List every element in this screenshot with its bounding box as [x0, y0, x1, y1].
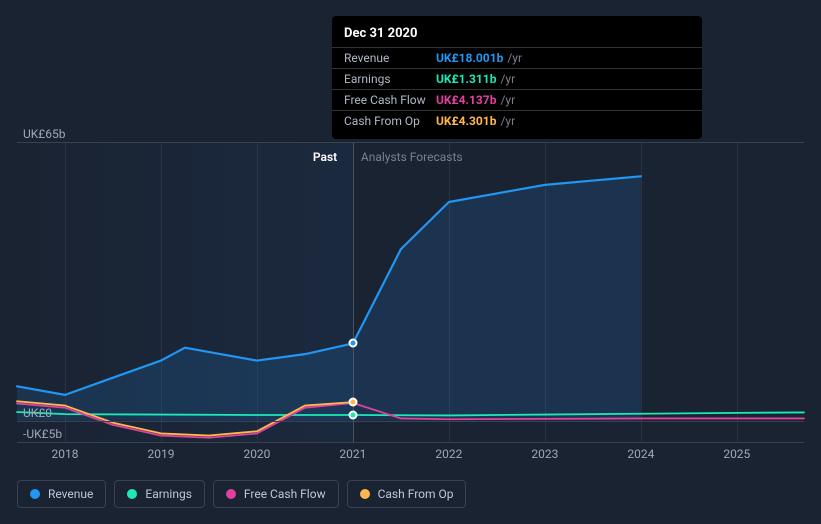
- x-axis-label: 2023: [531, 447, 558, 461]
- tooltip-date: Dec 31 2020: [332, 24, 702, 47]
- series-fill: [17, 176, 641, 420]
- legend-dot-icon: [30, 489, 40, 499]
- tooltip-row-value: UK£1.311b: [436, 72, 496, 86]
- y-axis-label: UK£65b: [23, 127, 66, 141]
- series-marker: [348, 339, 357, 348]
- y-gridline: [17, 421, 804, 422]
- chart-legend: Revenue Earnings Free Cash Flow Cash From O…: [17, 480, 466, 508]
- series-marker: [348, 411, 357, 420]
- legend-item[interactable]: Earnings: [114, 480, 205, 508]
- tooltip-row-label: Earnings: [344, 72, 436, 86]
- y-axis-label: UK£0: [23, 406, 52, 420]
- tooltip-row-value: UK£18.001b: [436, 51, 503, 65]
- chart-plot-area[interactable]: UK£65bUK£0-UK£5bPastAnalysts Forecasts: [17, 142, 804, 442]
- tooltip-row-value: UK£4.301b: [436, 114, 496, 128]
- tooltip-row: Cash From OpUK£4.301b/yr: [332, 110, 702, 131]
- tooltip-row: Free Cash FlowUK£4.137b/yr: [332, 89, 702, 110]
- chart-tooltip: Dec 31 2020 RevenueUK£18.001b/yrEarnings…: [332, 16, 702, 139]
- tooltip-row-unit: /yr: [507, 51, 522, 65]
- divider-label-past: Past: [313, 150, 337, 164]
- y-gridline: [17, 442, 804, 443]
- chart-svg: [17, 142, 804, 442]
- legend-item-label: Revenue: [48, 487, 93, 501]
- x-axis-label: 2018: [51, 447, 78, 461]
- x-axis-label: 2019: [147, 447, 174, 461]
- y-gridline: [17, 142, 804, 143]
- divider-label-forecast: Analysts Forecasts: [361, 150, 463, 164]
- legend-item-label: Earnings: [145, 487, 192, 501]
- legend-item[interactable]: Free Cash Flow: [213, 480, 339, 508]
- tooltip-row-unit: /yr: [500, 72, 515, 86]
- tooltip-row-value: UK£4.137b: [436, 93, 496, 107]
- tooltip-row-unit: /yr: [500, 114, 515, 128]
- legend-dot-icon: [360, 489, 370, 499]
- x-axis-label: 2024: [627, 447, 654, 461]
- tooltip-row-label: Revenue: [344, 51, 436, 65]
- tooltip-row-unit: /yr: [500, 93, 515, 107]
- legend-dot-icon: [127, 489, 137, 499]
- x-axis-label: 2025: [723, 447, 750, 461]
- tooltip-row: EarningsUK£1.311b/yr: [332, 68, 702, 89]
- legend-item[interactable]: Revenue: [17, 480, 106, 508]
- x-axis-label: 2022: [435, 447, 462, 461]
- legend-item[interactable]: Cash From Op: [347, 480, 467, 508]
- series-marker: [348, 398, 357, 407]
- legend-item-label: Free Cash Flow: [244, 487, 326, 501]
- x-axis-label: 2020: [243, 447, 270, 461]
- tooltip-row: RevenueUK£18.001b/yr: [332, 47, 702, 68]
- x-axis-labels: 2018 2019 2020 2021 2022 2023 2024 2025: [17, 447, 804, 467]
- x-axis-label: 2021: [339, 447, 366, 461]
- legend-item-label: Cash From Op: [378, 487, 454, 501]
- tooltip-row-label: Cash From Op: [344, 114, 436, 128]
- legend-dot-icon: [226, 489, 236, 499]
- y-axis-label: -UK£5b: [23, 427, 62, 441]
- tooltip-row-label: Free Cash Flow: [344, 93, 436, 107]
